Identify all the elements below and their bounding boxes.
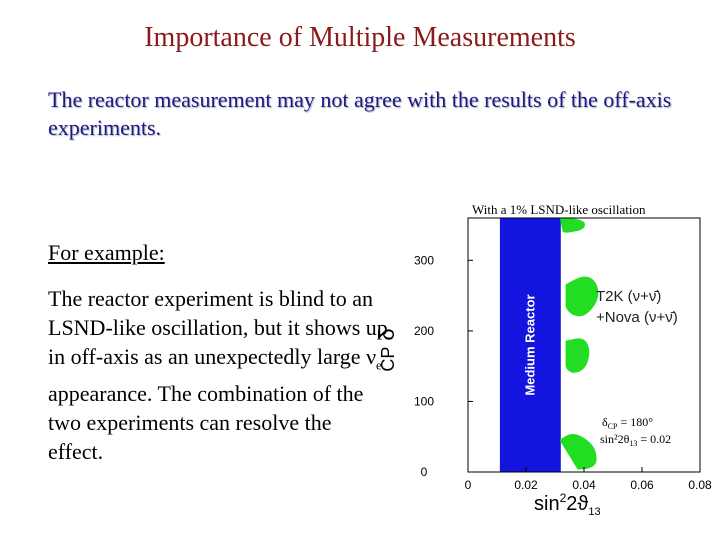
svg-text:sin22ϑ13: sin22ϑ13 [534, 491, 601, 518]
band-label: Medium Reactor [522, 294, 537, 395]
allowed-region-3 [565, 338, 590, 373]
y-axis-label-text: CP [378, 347, 398, 372]
reactor-band [499, 218, 561, 472]
allowed-region-1 [559, 218, 585, 233]
slide-title: Importance of Multiple Measurements [144, 22, 576, 53]
y-tick-label: 0 [421, 465, 428, 479]
body-text-subscript: e [376, 357, 382, 373]
x-tick-label: 0.06 [630, 478, 654, 492]
plot-caption: With a 1% LSND-like oscillation [472, 202, 646, 217]
annotation-delta: δCP = 180° [602, 415, 653, 431]
allowed-region-2 [565, 276, 599, 317]
y-tick-label: 300 [414, 253, 434, 267]
legend-line-1: T2K (ν+ν̄) [596, 288, 661, 305]
intro-text: The reactor measurement may not agree wi… [48, 87, 672, 140]
x-tick-label: 0.08 [688, 478, 712, 492]
y-axis-label: CPδ [374, 328, 399, 371]
x-tick-label: 0.04 [572, 478, 596, 492]
allowed-region-4 [559, 433, 597, 470]
body-text-part1: The reactor experiment is blind to an LS… [48, 286, 388, 369]
example-heading: For example: [48, 240, 165, 265]
axes-layer: 0 0.02 0.04 0.06 0.08 0 100 200 300 [414, 217, 712, 492]
body-text: The reactor experiment is blind to an LS… [48, 284, 388, 466]
regions-layer [559, 218, 599, 470]
body-text-part2: appearance. The combination of the two e… [48, 381, 364, 465]
y-tick-label: 200 [414, 324, 434, 338]
svg-text:CPδ: CPδ [374, 328, 399, 371]
annotation-sin: sin²2θ13 = 0.02 [600, 432, 671, 448]
bands-layer [499, 218, 561, 472]
y-tick-label: 100 [414, 394, 434, 408]
legend-line-2: +Nova (ν+ν̄) [596, 309, 678, 326]
x-axis-label: sin22ϑ13 [534, 491, 601, 518]
x-tick-label: 0 [465, 478, 472, 492]
x-tick-label: 0.02 [514, 478, 538, 492]
sensitivity-plot: 0 0.02 0.04 0.06 0.08 0 100 200 300 CPδ sin22ϑ13… [374, 217, 712, 518]
